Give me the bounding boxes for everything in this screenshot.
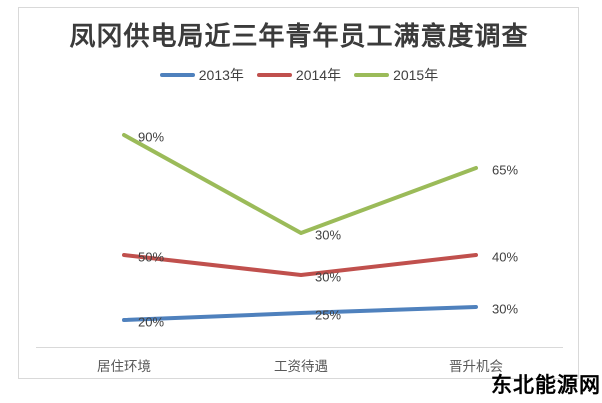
legend-label: 2014年 [295, 67, 342, 83]
chart-title: 凤冈供电局近三年青年员工满意度调查 [69, 22, 529, 51]
data-label-2015年-晋升机会: 65% [492, 162, 519, 178]
legend-label: 2015年 [393, 67, 439, 83]
data-label-2014年-居住环境: 50% [138, 249, 165, 265]
x-axis-label-晋升机会: 晋升机会 [449, 359, 503, 374]
data-label-2013年-居住环境: 20% [138, 314, 165, 330]
watermark: 东北能源网 [491, 374, 601, 397]
legend-label: 2013年 [198, 67, 244, 83]
legend-line-swatch-icon [354, 73, 390, 77]
data-label-2015年-工资待遇: 30% [315, 227, 342, 243]
legend-item-2013年: 2013年 [159, 65, 244, 85]
data-label-2013年-工资待遇: 25% [315, 307, 342, 323]
data-label-2014年-工资待遇: 30% [315, 269, 342, 285]
series-line-2015年 [122, 133, 478, 235]
series-line-2013年 [122, 305, 478, 322]
legend-item-2014年: 2014年 [256, 65, 342, 85]
data-label-2013年-晋升机会: 30% [492, 301, 519, 317]
legend-line-swatch-icon [159, 73, 195, 77]
data-label-2015年-居住环境: 90% [138, 129, 165, 145]
series-line-2014年 [122, 253, 478, 277]
legend: 2013年 2014年 2015年 [19, 65, 579, 85]
legend-line-swatch-icon [256, 73, 292, 77]
legend-item-2015年: 2015年 [354, 65, 438, 85]
chart-border [18, 7, 579, 379]
data-label-2014年-晋升机会: 40% [492, 249, 519, 265]
x-axis-label-工资待遇: 工资待遇 [274, 359, 328, 374]
x-axis-label-居住环境: 居住环境 [97, 359, 151, 374]
